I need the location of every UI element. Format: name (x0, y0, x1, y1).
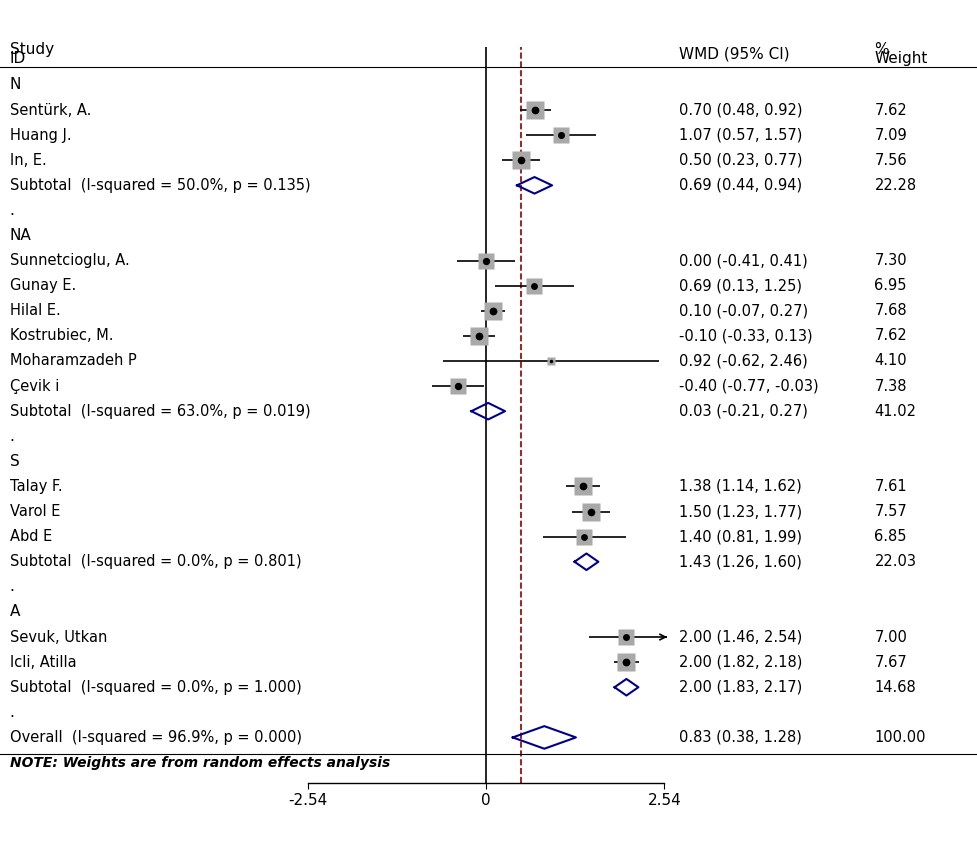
Text: Weight: Weight (874, 51, 928, 66)
Text: N: N (10, 77, 21, 92)
Text: Overall  (I-squared = 96.9%, p = 0.000): Overall (I-squared = 96.9%, p = 0.000) (10, 730, 302, 745)
Text: 0.83 (0.38, 1.28): 0.83 (0.38, 1.28) (679, 730, 802, 745)
Text: .: . (10, 429, 15, 444)
Text: 0.50 (0.23, 0.77): 0.50 (0.23, 0.77) (679, 153, 802, 168)
Text: ID: ID (10, 51, 26, 66)
Text: 7.56: 7.56 (874, 153, 907, 168)
Text: 41.02: 41.02 (874, 403, 916, 419)
Text: 7.38: 7.38 (874, 378, 907, 394)
Text: 7.00: 7.00 (874, 630, 908, 644)
Text: Sevuk, Utkan: Sevuk, Utkan (10, 630, 107, 644)
Text: 1.40 (0.81, 1.99): 1.40 (0.81, 1.99) (679, 529, 802, 544)
Text: NOTE: Weights are from random effects analysis: NOTE: Weights are from random effects an… (10, 756, 390, 770)
Text: WMD (95% CI): WMD (95% CI) (679, 46, 789, 62)
Text: Study: Study (10, 42, 54, 58)
Text: 22.28: 22.28 (874, 178, 916, 193)
Text: .: . (10, 580, 15, 594)
Text: 2.00 (1.46, 2.54): 2.00 (1.46, 2.54) (679, 630, 802, 644)
Text: A: A (10, 605, 21, 619)
Text: 1.50 (1.23, 1.77): 1.50 (1.23, 1.77) (679, 504, 802, 519)
Text: Varol E: Varol E (10, 504, 61, 519)
Text: Çevik i: Çevik i (10, 378, 60, 394)
Text: Gunay E.: Gunay E. (10, 278, 76, 293)
Text: Talay F.: Talay F. (10, 479, 63, 494)
Text: Hilal E.: Hilal E. (10, 304, 61, 318)
Text: 0.92 (-0.62, 2.46): 0.92 (-0.62, 2.46) (679, 353, 808, 368)
Text: .: . (10, 705, 15, 720)
Text: Subtotal  (I-squared = 63.0%, p = 0.019): Subtotal (I-squared = 63.0%, p = 0.019) (10, 403, 311, 419)
Text: Sentürk, A.: Sentürk, A. (10, 102, 91, 118)
Text: 22.03: 22.03 (874, 554, 916, 569)
Text: Kostrubiec, M.: Kostrubiec, M. (10, 329, 113, 343)
Text: 7.68: 7.68 (874, 304, 907, 318)
Text: 6.85: 6.85 (874, 529, 907, 544)
Text: Icli, Atilla: Icli, Atilla (10, 654, 76, 670)
Text: 7.57: 7.57 (874, 504, 908, 519)
Text: Subtotal  (I-squared = 0.0%, p = 1.000): Subtotal (I-squared = 0.0%, p = 1.000) (10, 679, 302, 695)
Text: 100.00: 100.00 (874, 730, 926, 745)
Text: Subtotal  (I-squared = 0.0%, p = 0.801): Subtotal (I-squared = 0.0%, p = 0.801) (10, 554, 301, 569)
Text: 6.95: 6.95 (874, 278, 907, 293)
Text: 1.07 (0.57, 1.57): 1.07 (0.57, 1.57) (679, 127, 802, 143)
Text: 0.70 (0.48, 0.92): 0.70 (0.48, 0.92) (679, 102, 802, 118)
Text: 0.03 (-0.21, 0.27): 0.03 (-0.21, 0.27) (679, 403, 808, 419)
Text: In, E.: In, E. (10, 153, 47, 168)
Text: 14.68: 14.68 (874, 679, 916, 695)
Text: 0.00 (-0.41, 0.41): 0.00 (-0.41, 0.41) (679, 253, 808, 268)
Text: Sunnetcioglu, A.: Sunnetcioglu, A. (10, 253, 130, 268)
Text: 7.61: 7.61 (874, 479, 907, 494)
Text: 7.67: 7.67 (874, 654, 908, 670)
Text: 0.69 (0.13, 1.25): 0.69 (0.13, 1.25) (679, 278, 802, 293)
Text: 0.10 (-0.07, 0.27): 0.10 (-0.07, 0.27) (679, 304, 808, 318)
Text: Moharamzadeh P: Moharamzadeh P (10, 353, 137, 368)
Text: 1.38 (1.14, 1.62): 1.38 (1.14, 1.62) (679, 479, 802, 494)
Text: 1.43 (1.26, 1.60): 1.43 (1.26, 1.60) (679, 554, 802, 569)
Text: .: . (10, 203, 15, 218)
Text: 7.62: 7.62 (874, 102, 908, 118)
Text: 7.62: 7.62 (874, 329, 908, 343)
Text: Abd E: Abd E (10, 529, 52, 544)
Text: NA: NA (10, 228, 31, 243)
Text: %: % (874, 42, 889, 58)
Text: Subtotal  (I-squared = 50.0%, p = 0.135): Subtotal (I-squared = 50.0%, p = 0.135) (10, 178, 311, 193)
Text: 0.69 (0.44, 0.94): 0.69 (0.44, 0.94) (679, 178, 802, 193)
Text: -0.40 (-0.77, -0.03): -0.40 (-0.77, -0.03) (679, 378, 819, 394)
Text: 2.00 (1.83, 2.17): 2.00 (1.83, 2.17) (679, 679, 802, 695)
Text: -0.10 (-0.33, 0.13): -0.10 (-0.33, 0.13) (679, 329, 813, 343)
Text: S: S (10, 454, 20, 469)
Text: Huang J.: Huang J. (10, 127, 71, 143)
Text: 2.00 (1.82, 2.18): 2.00 (1.82, 2.18) (679, 654, 802, 670)
Text: 4.10: 4.10 (874, 353, 907, 368)
Text: 7.09: 7.09 (874, 127, 908, 143)
Text: 7.30: 7.30 (874, 253, 907, 268)
